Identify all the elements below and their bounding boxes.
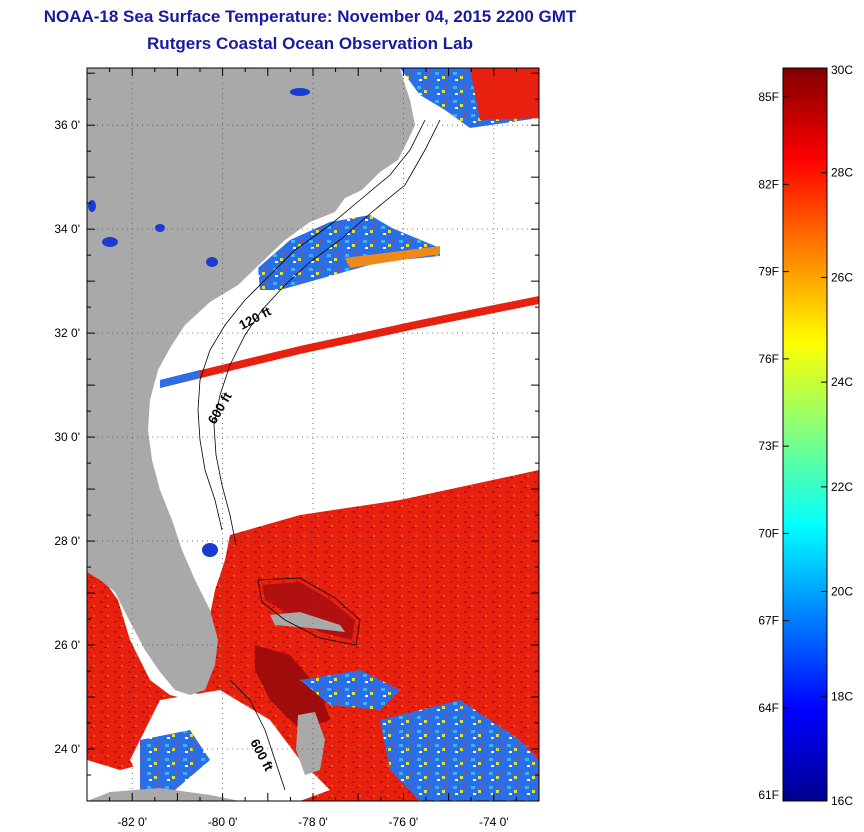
lat-label: 36 0' [54,118,80,132]
colorbar-label-c: 26C [831,270,853,284]
lake-2 [206,257,218,267]
colorbar-label-c: 22C [831,480,853,494]
land-grand-bahama [270,612,345,632]
lon-label: -78 0' [298,815,328,829]
colorbar-label-f: 85F [758,90,779,104]
colorbar-label-f: 82F [758,177,779,191]
colorbar-ticks [783,67,827,802]
land-us-east-coast [87,68,415,695]
lake-5 [88,200,96,212]
lake-okeechobee [202,543,218,557]
map-subtitle: Rutgers Coastal Ocean Observation Lab [147,34,473,53]
lat-label: 32 0' [54,326,80,340]
latitude-labels: 36 0' 34 0' 32 0' 30 0' 28 0' 26 0' 24 0' [54,118,80,756]
contour-120ft [197,119,426,531]
colorbar [782,67,828,802]
bahamas-bank-south [255,645,330,730]
contour-600ft [213,119,441,546]
colorbar-label-c: 16C [831,794,853,808]
land-cuba [87,788,240,801]
lon-label: -74 0' [479,815,509,829]
sst-diagonal-swath-cool [160,370,200,388]
sst-diagonal-swath [160,296,539,388]
land-andros [296,712,325,775]
map-ticks [86,68,540,802]
colorbar-label-f: 73F [758,439,779,453]
sst-south-mixed-2 [380,700,539,801]
colorbar-labels: 30C 28C 26C 24C 22C 20C 18C 16C 85F 82F 79F 76F 73F 7… [758,63,853,808]
colorbar-label-f: 79F [758,265,779,279]
colorbar-label-c: 20C [831,585,853,599]
map-frame [86,67,540,802]
contour-bahamas [257,577,361,646]
sst-carolina-warm-band [345,246,440,268]
colorbar-label-f: 70F [758,526,779,540]
sst-carolina-cool-patch [258,215,440,290]
sst-south-mixed-3 [300,670,400,710]
map-title: NOAA-18 Sea Surface Temperature: Novembe… [43,7,577,26]
lake-1 [102,237,118,247]
colorbar-label-c: 18C [831,689,853,703]
lat-label: 28 0' [54,534,80,548]
lake-3 [155,224,165,232]
sst-north-strip-warm [470,68,539,120]
lat-label: 30 0' [54,430,80,444]
lon-label: -82 0' [117,815,147,829]
map-grid [87,68,539,801]
lon-label: -76 0' [389,815,419,829]
colorbar-label-f: 67F [758,614,779,628]
lat-label: 34 0' [54,222,80,236]
contour-600ft-south [229,679,286,791]
lat-label: 24 0' [54,742,80,756]
colorbar-label-c: 28C [831,166,853,180]
sst-south-mixed-1 [140,730,210,790]
colorbar-label-f: 64F [758,701,779,715]
map-layers [87,68,539,801]
colorbar-label-f: 61F [758,788,779,802]
lat-label: 26 0' [54,638,80,652]
colorbar-label-f: 76F [758,352,779,366]
lon-label: -80 0' [208,815,238,829]
lake-4 [290,88,310,96]
longitude-labels: -82 0' -80 0' -78 0' -76 0' -74 0' [117,815,508,829]
colorbar-label-c: 24C [831,375,853,389]
colorbar-label-c: 30C [831,63,853,77]
